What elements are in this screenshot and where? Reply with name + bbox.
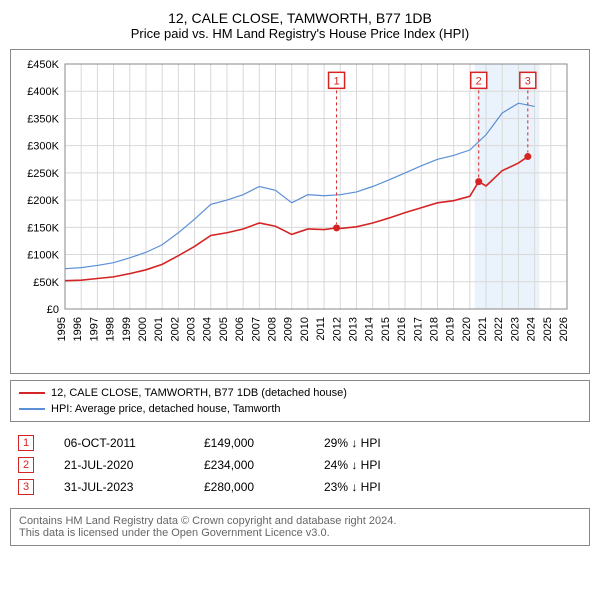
sale-marker: 2 [18,457,34,473]
svg-text:1998: 1998 [105,317,117,341]
svg-text:2016: 2016 [396,317,408,341]
svg-text:2020: 2020 [461,317,473,341]
chart-title: 12, CALE CLOSE, TAMWORTH, B77 1DB [10,10,590,26]
sale-delta: 24% ↓ HPI [324,458,381,472]
svg-text:£250K: £250K [27,168,59,180]
svg-text:2017: 2017 [412,317,424,341]
svg-text:1: 1 [334,75,340,87]
svg-text:1996: 1996 [72,317,84,341]
svg-text:£150K: £150K [27,222,59,234]
footer-line-2: This data is licensed under the Open Gov… [19,527,581,539]
svg-text:2026: 2026 [558,317,570,341]
sale-marker: 1 [18,435,34,451]
svg-text:2007: 2007 [250,317,262,341]
svg-text:2010: 2010 [299,317,311,341]
svg-text:2019: 2019 [445,317,457,341]
sale-delta: 23% ↓ HPI [324,480,381,494]
svg-text:1999: 1999 [121,317,133,341]
svg-text:£400K: £400K [27,86,59,98]
footer-line-1: Contains HM Land Registry data © Crown c… [19,515,581,527]
sale-price: £234,000 [204,458,294,472]
svg-text:2002: 2002 [169,317,181,341]
svg-text:2000: 2000 [137,317,149,341]
svg-text:£0: £0 [47,304,59,316]
sale-marker: 3 [18,479,34,495]
svg-text:£50K: £50K [33,277,59,289]
svg-text:£200K: £200K [27,195,59,207]
svg-text:2025: 2025 [542,317,554,341]
svg-text:2012: 2012 [331,317,343,341]
svg-text:2003: 2003 [186,317,198,341]
svg-text:2018: 2018 [428,317,440,341]
svg-text:2004: 2004 [202,317,214,341]
svg-text:2013: 2013 [347,317,359,341]
chart-subtitle: Price paid vs. HM Land Registry's House … [10,26,590,41]
sale-row: 1 06-OCT-2011 £149,000 29% ↓ HPI [18,432,582,454]
chart-container: £0 £50K £100K £150K £200K £250K £300K £350K £400… [10,49,590,374]
svg-text:2011: 2011 [315,317,327,341]
svg-text:1995: 1995 [56,317,68,341]
sale-date: 06-OCT-2011 [64,436,174,450]
sale-price: £149,000 [204,436,294,450]
svg-text:2: 2 [476,75,482,87]
svg-text:2006: 2006 [234,317,246,341]
legend-swatch [19,408,45,410]
svg-text:£450K: £450K [27,59,59,71]
svg-text:2005: 2005 [218,317,230,341]
svg-text:2023: 2023 [509,317,521,341]
sale-date: 31-JUL-2023 [64,480,174,494]
svg-text:2021: 2021 [477,317,489,341]
price-chart: £0 £50K £100K £150K £200K £250K £300K £350K £400… [15,54,575,364]
svg-text:2009: 2009 [283,317,295,341]
attribution-footer: Contains HM Land Registry data © Crown c… [10,508,590,546]
svg-text:2022: 2022 [493,317,505,341]
sale-delta: 29% ↓ HPI [324,436,381,450]
svg-text:2024: 2024 [526,317,538,341]
svg-text:£300K: £300K [27,141,59,153]
legend-swatch [19,392,45,394]
legend-label: HPI: Average price, detached house, Tamw… [51,403,281,415]
svg-text:2014: 2014 [364,317,376,341]
svg-text:2001: 2001 [153,317,165,341]
legend-label: 12, CALE CLOSE, TAMWORTH, B77 1DB (detac… [51,387,347,399]
sale-date: 21-JUL-2020 [64,458,174,472]
svg-text:2015: 2015 [380,317,392,341]
legend-item: 12, CALE CLOSE, TAMWORTH, B77 1DB (detac… [19,385,581,401]
legend-item: HPI: Average price, detached house, Tamw… [19,401,581,417]
svg-text:3: 3 [525,75,531,87]
svg-text:1997: 1997 [88,317,100,341]
sales-table: 1 06-OCT-2011 £149,000 29% ↓ HPI 2 21-JUL-202… [10,428,590,502]
svg-text:2008: 2008 [267,317,279,341]
svg-text:£350K: £350K [27,113,59,125]
svg-text:£100K: £100K [27,250,59,262]
sale-row: 2 21-JUL-2020 £234,000 24% ↓ HPI [18,454,582,476]
sale-row: 3 31-JUL-2023 £280,000 23% ↓ HPI [18,476,582,498]
legend: 12, CALE CLOSE, TAMWORTH, B77 1DB (detac… [10,380,590,422]
sale-price: £280,000 [204,480,294,494]
